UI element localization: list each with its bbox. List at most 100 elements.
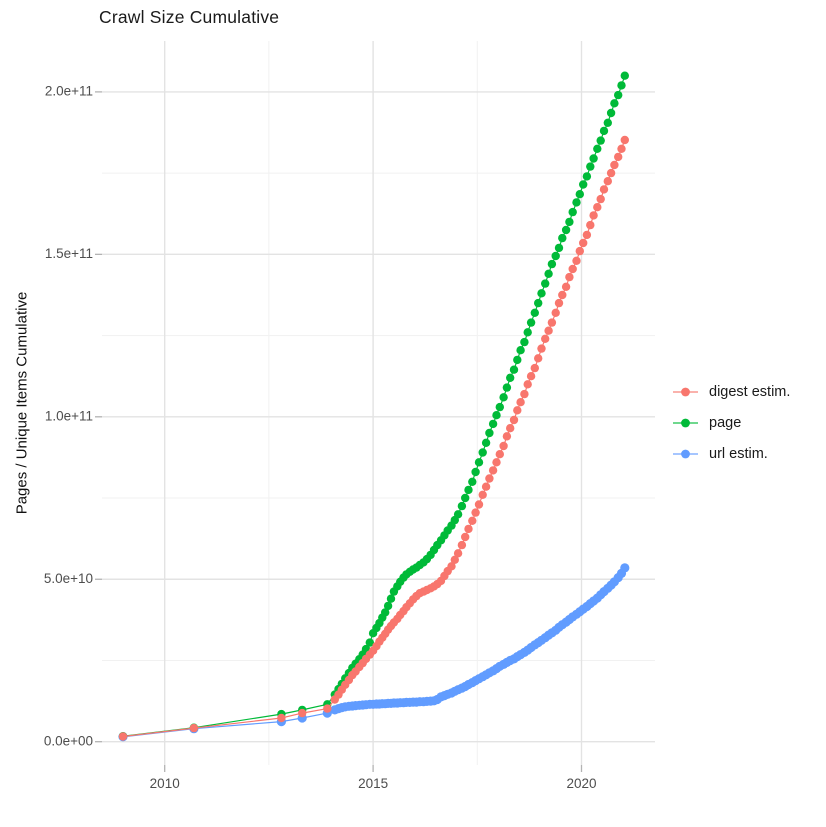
data-point xyxy=(447,562,456,571)
data-point xyxy=(523,380,532,389)
data-point xyxy=(586,220,595,230)
data-point xyxy=(579,180,588,189)
data-point xyxy=(599,185,609,194)
data-point xyxy=(488,419,498,429)
data-point xyxy=(457,540,467,550)
data-point xyxy=(502,432,512,441)
data-point xyxy=(565,217,574,227)
data-point xyxy=(481,482,491,491)
data-point xyxy=(589,211,598,220)
data-point xyxy=(617,144,626,153)
data-point xyxy=(610,99,619,108)
data-point xyxy=(544,269,553,278)
legend-item-digest-estim: digest estim. xyxy=(672,376,790,407)
data-point xyxy=(506,373,515,382)
data-point xyxy=(530,308,539,317)
data-point xyxy=(617,81,626,90)
data-point xyxy=(495,402,504,412)
y-tick-label: 2.0e+11 xyxy=(45,83,93,98)
x-tick-label: 2015 xyxy=(358,776,388,791)
data-point xyxy=(464,485,473,495)
data-point xyxy=(471,508,480,517)
legend-item-label: digest estim. xyxy=(709,383,791,400)
y-tick-label: 0.0e+00 xyxy=(44,733,93,748)
data-point xyxy=(593,203,602,212)
data-point xyxy=(189,723,199,733)
data-point xyxy=(506,424,515,433)
data-point xyxy=(544,326,553,335)
legend-key-icon xyxy=(673,418,698,427)
data-point xyxy=(547,259,557,269)
data-point xyxy=(589,154,598,163)
data-point xyxy=(509,365,519,374)
data-point xyxy=(579,238,588,248)
data-point xyxy=(509,415,519,425)
data-point xyxy=(457,501,467,511)
data-point xyxy=(572,198,581,207)
data-point xyxy=(502,383,512,392)
data-point xyxy=(365,638,374,647)
data-point xyxy=(478,448,487,457)
data-point xyxy=(118,732,128,741)
data-point xyxy=(541,334,550,343)
data-point xyxy=(606,108,616,118)
data-point xyxy=(620,563,630,573)
data-point xyxy=(614,90,623,100)
legend-item-page: page xyxy=(672,407,790,438)
data-point xyxy=(526,318,536,327)
data-point xyxy=(530,363,539,373)
data-point xyxy=(593,144,602,153)
data-point xyxy=(520,337,529,347)
data-point xyxy=(620,71,629,80)
data-point xyxy=(551,251,560,261)
data-point xyxy=(575,190,584,199)
y-tick-label: 1.5e+11 xyxy=(45,246,93,261)
data-point xyxy=(534,354,543,363)
data-point xyxy=(586,162,595,171)
data-point xyxy=(474,500,484,509)
data-point xyxy=(516,398,525,407)
data-point xyxy=(468,477,477,486)
data-point xyxy=(468,516,477,525)
legend-key-icon xyxy=(673,449,698,458)
legend-item-label: url estim. xyxy=(709,445,768,462)
data-point xyxy=(277,713,286,723)
data-point xyxy=(516,346,525,355)
legend-item-label: page xyxy=(709,414,742,431)
data-point xyxy=(520,389,529,399)
data-point xyxy=(499,393,508,402)
data-point xyxy=(599,126,609,136)
data-point xyxy=(513,355,522,365)
data-point xyxy=(481,438,491,447)
data-point xyxy=(547,318,557,327)
data-point xyxy=(464,524,473,534)
chart-title: Crawl Size Cumulative xyxy=(99,7,280,27)
data-point xyxy=(582,230,592,240)
data-point xyxy=(575,246,584,256)
data-point xyxy=(534,298,543,308)
data-point xyxy=(478,490,487,499)
data-point xyxy=(323,704,332,713)
data-point xyxy=(499,441,508,451)
legend: digest estim. page url estim. xyxy=(672,376,790,469)
legend-item-url-estim: url estim. xyxy=(672,438,790,469)
data-point xyxy=(603,118,612,128)
data-point xyxy=(572,256,581,265)
data-point xyxy=(526,372,536,381)
data-point xyxy=(453,549,463,558)
data-point xyxy=(513,406,522,415)
data-point xyxy=(537,289,546,298)
data-point xyxy=(298,708,307,718)
data-point xyxy=(541,279,550,288)
data-point xyxy=(537,344,546,353)
data-point xyxy=(614,152,623,162)
data-point xyxy=(453,510,463,519)
data-point xyxy=(492,458,501,467)
data-point xyxy=(558,233,567,243)
data-point xyxy=(568,207,577,217)
data-point xyxy=(561,282,571,291)
data-point xyxy=(492,411,501,420)
data-point xyxy=(596,136,605,145)
data-point xyxy=(565,272,574,282)
